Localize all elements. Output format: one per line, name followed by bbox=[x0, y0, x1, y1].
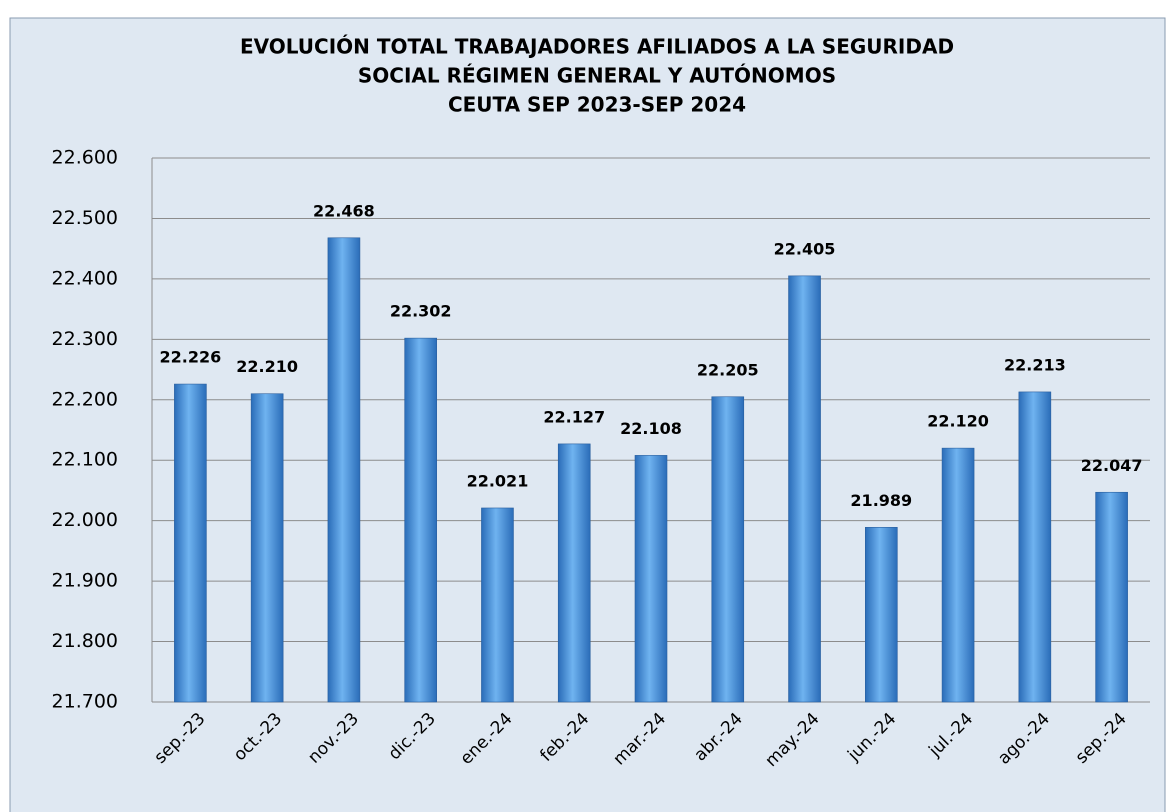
y-tick-label: 22.100 bbox=[52, 449, 118, 471]
bar bbox=[174, 383, 207, 703]
bar bbox=[557, 443, 591, 703]
bar bbox=[711, 396, 745, 703]
y-tick-label: 21.800 bbox=[52, 630, 118, 652]
bar bbox=[1095, 491, 1128, 703]
value-label: 22.205 bbox=[697, 360, 759, 379]
bar bbox=[941, 447, 975, 703]
chart-title: SOCIAL RÉGIMEN GENERAL Y AUTÓNOMOS bbox=[358, 64, 836, 88]
value-label: 22.127 bbox=[543, 407, 605, 426]
value-label: 22.021 bbox=[467, 471, 529, 490]
bar bbox=[865, 527, 898, 703]
value-label: 22.120 bbox=[927, 412, 989, 431]
y-tick-label: 22.500 bbox=[52, 207, 118, 229]
value-label: 21.989 bbox=[850, 491, 912, 510]
value-label: 22.405 bbox=[774, 239, 836, 258]
bar bbox=[250, 393, 284, 703]
y-tick-label: 21.700 bbox=[52, 691, 118, 713]
y-tick-label: 22.200 bbox=[52, 388, 118, 410]
value-label: 22.210 bbox=[236, 357, 298, 376]
value-label: 22.047 bbox=[1081, 456, 1143, 475]
bar bbox=[481, 507, 514, 703]
bar bbox=[327, 237, 361, 703]
bar bbox=[634, 455, 668, 703]
value-label: 22.213 bbox=[1004, 355, 1066, 374]
value-label: 22.226 bbox=[160, 348, 222, 367]
chart-title: EVOLUCIÓN TOTAL TRABAJADORES AFILIADOS A… bbox=[240, 35, 954, 59]
value-label: 22.108 bbox=[620, 419, 682, 438]
y-tick-label: 21.900 bbox=[52, 570, 118, 592]
value-label: 22.468 bbox=[313, 201, 375, 220]
bar bbox=[404, 337, 437, 703]
y-tick-label: 22.000 bbox=[52, 509, 118, 531]
bar bbox=[1018, 391, 1052, 703]
y-tick-label: 22.600 bbox=[52, 147, 118, 169]
bar bbox=[788, 275, 821, 703]
y-tick-label: 22.300 bbox=[52, 328, 118, 350]
y-tick-label: 22.400 bbox=[52, 267, 118, 289]
value-label: 22.302 bbox=[390, 302, 452, 321]
chart-title: CEUTA SEP 2023-SEP 2024 bbox=[448, 93, 746, 117]
